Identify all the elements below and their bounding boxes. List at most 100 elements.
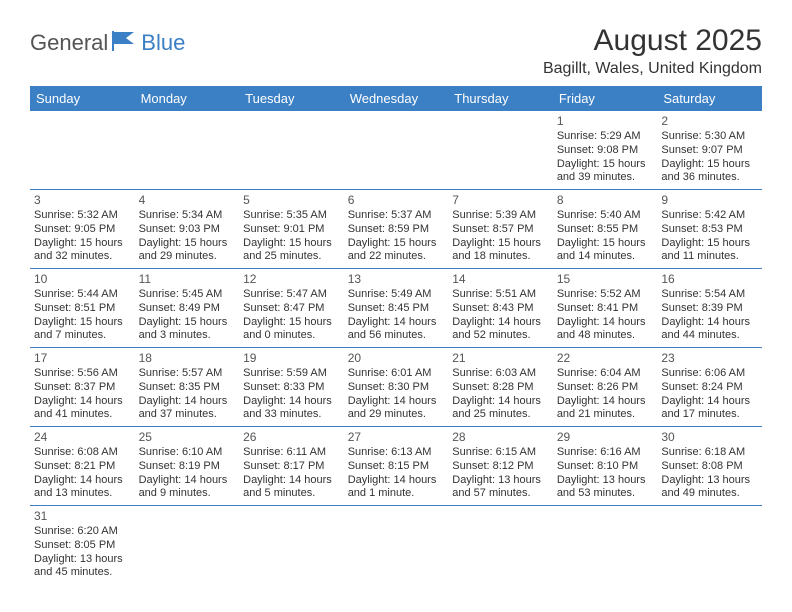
cell-line: Daylight: 14 hours: [348, 316, 445, 330]
cell-line: Daylight: 13 hours: [452, 474, 549, 488]
calendar-cell: 14Sunrise: 5:51 AMSunset: 8:43 PMDayligh…: [448, 269, 553, 348]
cell-line: and 14 minutes.: [557, 250, 654, 264]
cell-line: Sunset: 8:51 PM: [34, 302, 131, 316]
cell-line: Daylight: 14 hours: [348, 395, 445, 409]
cell-line: Sunset: 8:19 PM: [139, 460, 236, 474]
day-header: Monday: [135, 86, 240, 111]
day-number: 28: [452, 430, 549, 445]
cell-line: Daylight: 14 hours: [139, 395, 236, 409]
cell-line: Sunset: 8:57 PM: [452, 223, 549, 237]
cell-line: and 37 minutes.: [139, 408, 236, 422]
day-number: 6: [348, 193, 445, 208]
cell-line: Sunset: 9:03 PM: [139, 223, 236, 237]
calendar-cell: 21Sunrise: 6:03 AMSunset: 8:28 PMDayligh…: [448, 348, 553, 427]
calendar-cell: [344, 111, 449, 190]
calendar-cell: [448, 111, 553, 190]
cell-line: and 18 minutes.: [452, 250, 549, 264]
calendar-table: SundayMondayTuesdayWednesdayThursdayFrid…: [30, 86, 762, 584]
day-number: 21: [452, 351, 549, 366]
day-number: 29: [557, 430, 654, 445]
day-header: Friday: [553, 86, 658, 111]
day-number: 3: [34, 193, 131, 208]
calendar-cell: 15Sunrise: 5:52 AMSunset: 8:41 PMDayligh…: [553, 269, 658, 348]
calendar-cell: 5Sunrise: 5:35 AMSunset: 9:01 PMDaylight…: [239, 190, 344, 269]
cell-line: and 56 minutes.: [348, 329, 445, 343]
day-number: 9: [661, 193, 758, 208]
cell-line: Sunrise: 5:30 AM: [661, 130, 758, 144]
day-number: 2: [661, 114, 758, 129]
cell-line: Sunset: 8:37 PM: [34, 381, 131, 395]
day-number: 14: [452, 272, 549, 287]
cell-line: Daylight: 14 hours: [661, 316, 758, 330]
day-number: 18: [139, 351, 236, 366]
cell-line: Daylight: 15 hours: [139, 316, 236, 330]
cell-line: Sunrise: 5:47 AM: [243, 288, 340, 302]
cell-line: and 5 minutes.: [243, 487, 340, 501]
cell-line: and 39 minutes.: [557, 171, 654, 185]
cell-line: Sunset: 8:30 PM: [348, 381, 445, 395]
cell-line: Daylight: 14 hours: [348, 474, 445, 488]
cell-line: Daylight: 13 hours: [661, 474, 758, 488]
header-area: General Blue August 2025 Bagillt, Wales,…: [30, 24, 762, 78]
cell-line: and 7 minutes.: [34, 329, 131, 343]
cell-line: Sunset: 8:15 PM: [348, 460, 445, 474]
cell-line: Sunrise: 6:04 AM: [557, 367, 654, 381]
day-header: Wednesday: [344, 86, 449, 111]
cell-line: Sunrise: 6:20 AM: [34, 525, 131, 539]
cell-line: and 57 minutes.: [452, 487, 549, 501]
cell-line: Daylight: 14 hours: [452, 316, 549, 330]
cell-line: Daylight: 15 hours: [557, 158, 654, 172]
day-header: Thursday: [448, 86, 553, 111]
cell-line: Sunrise: 6:18 AM: [661, 446, 758, 460]
cell-line: Sunrise: 5:56 AM: [34, 367, 131, 381]
calendar-cell: 3Sunrise: 5:32 AMSunset: 9:05 PMDaylight…: [30, 190, 135, 269]
cell-line: Sunset: 8:45 PM: [348, 302, 445, 316]
cell-line: Daylight: 15 hours: [348, 237, 445, 251]
cell-line: Daylight: 15 hours: [557, 237, 654, 251]
cell-line: Sunset: 9:07 PM: [661, 144, 758, 158]
cell-line: Sunrise: 5:35 AM: [243, 209, 340, 223]
calendar-cell: 1Sunrise: 5:29 AMSunset: 9:08 PMDaylight…: [553, 111, 658, 190]
cell-line: Sunrise: 5:54 AM: [661, 288, 758, 302]
cell-line: and 45 minutes.: [34, 566, 131, 580]
cell-line: Sunset: 8:35 PM: [139, 381, 236, 395]
calendar-cell: 7Sunrise: 5:39 AMSunset: 8:57 PMDaylight…: [448, 190, 553, 269]
logo: General Blue: [30, 30, 185, 56]
cell-line: Sunrise: 6:01 AM: [348, 367, 445, 381]
logo-flag-icon: [112, 31, 138, 56]
cell-line: Daylight: 14 hours: [243, 395, 340, 409]
day-number: 1: [557, 114, 654, 129]
cell-line: Sunset: 8:08 PM: [661, 460, 758, 474]
day-number: 10: [34, 272, 131, 287]
logo-text-blue: Blue: [141, 30, 185, 56]
cell-line: Sunrise: 6:03 AM: [452, 367, 549, 381]
cell-line: Daylight: 15 hours: [243, 237, 340, 251]
cell-line: Sunset: 9:05 PM: [34, 223, 131, 237]
calendar-cell: [448, 506, 553, 585]
cell-line: and 49 minutes.: [661, 487, 758, 501]
cell-line: Daylight: 15 hours: [139, 237, 236, 251]
day-number: 8: [557, 193, 654, 208]
cell-line: Sunset: 8:41 PM: [557, 302, 654, 316]
calendar-cell: [553, 506, 658, 585]
calendar-cell: 20Sunrise: 6:01 AMSunset: 8:30 PMDayligh…: [344, 348, 449, 427]
cell-line: and 25 minutes.: [452, 408, 549, 422]
cell-line: Sunrise: 5:51 AM: [452, 288, 549, 302]
calendar-cell: 13Sunrise: 5:49 AMSunset: 8:45 PMDayligh…: [344, 269, 449, 348]
cell-line: Sunset: 9:08 PM: [557, 144, 654, 158]
cell-line: and 25 minutes.: [243, 250, 340, 264]
calendar-cell: 27Sunrise: 6:13 AMSunset: 8:15 PMDayligh…: [344, 427, 449, 506]
cell-line: Daylight: 14 hours: [452, 395, 549, 409]
cell-line: and 11 minutes.: [661, 250, 758, 264]
calendar-cell: 25Sunrise: 6:10 AMSunset: 8:19 PMDayligh…: [135, 427, 240, 506]
day-number: 30: [661, 430, 758, 445]
cell-line: and 36 minutes.: [661, 171, 758, 185]
cell-line: Daylight: 15 hours: [243, 316, 340, 330]
cell-line: Sunrise: 5:49 AM: [348, 288, 445, 302]
cell-line: Sunset: 8:43 PM: [452, 302, 549, 316]
calendar-cell: 4Sunrise: 5:34 AMSunset: 9:03 PMDaylight…: [135, 190, 240, 269]
cell-line: Sunrise: 5:59 AM: [243, 367, 340, 381]
calendar-cell: 22Sunrise: 6:04 AMSunset: 8:26 PMDayligh…: [553, 348, 658, 427]
day-number: 27: [348, 430, 445, 445]
cell-line: and 29 minutes.: [139, 250, 236, 264]
